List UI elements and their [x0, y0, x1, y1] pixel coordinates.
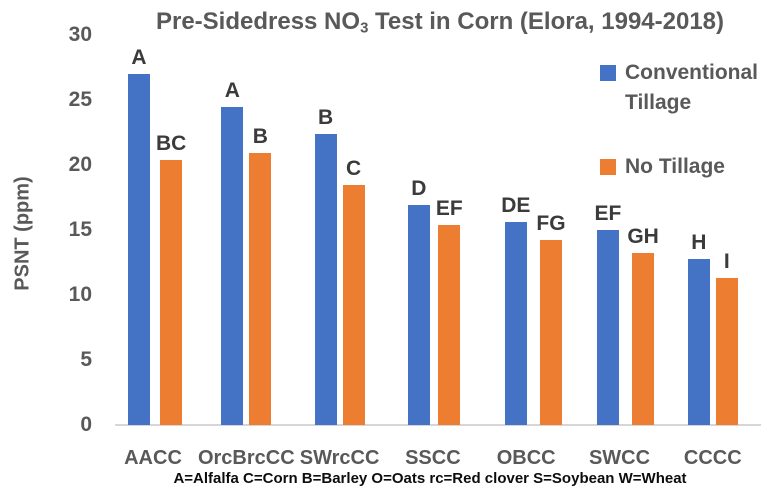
bar-group-SWCC: EF GH: [595, 203, 659, 425]
bar-column: C: [342, 156, 365, 425]
x-category-label-SSCC: SSCC: [405, 447, 461, 469]
bar-column: A: [128, 47, 150, 425]
legend-item-no-tillage: No Tillage: [600, 152, 775, 182]
x-category-label-AACC: AACC: [124, 447, 182, 469]
bar-column: A: [221, 78, 244, 425]
bar-no-tillage-SWCC: [632, 253, 655, 425]
chart-title-subscript: 3: [360, 20, 369, 37]
x-category-label-OBCC: OBCC: [496, 447, 556, 469]
significance-label: DE: [501, 194, 531, 218]
y-tick-label: 25: [68, 88, 92, 111]
legend-swatch-conventional-icon: [600, 65, 616, 81]
significance-label: H: [691, 230, 707, 254]
y-tick-label: 20: [68, 153, 92, 176]
bar-column: EF: [594, 202, 622, 425]
bar-no-tillage-OrcBrcCC: [249, 153, 272, 425]
significance-label: GH: [627, 225, 659, 249]
legend-swatch-no-tillage-icon: [600, 159, 616, 175]
chart-title: Pre-Sidedress NO3 Test in Corn (Elora, 1…: [110, 8, 770, 37]
significance-label: I: [723, 250, 730, 274]
significance-label: FG: [536, 212, 566, 236]
x-category-label-OrcBrcCC: OrcBrcCC: [197, 447, 295, 469]
significance-label: B: [252, 125, 268, 149]
bar-column: GH: [627, 226, 659, 425]
bar-column: H: [687, 230, 710, 425]
legend-item-conventional-tillage: Conventional Tillage: [600, 58, 775, 118]
bar-conventional-tillage-CCCC: [687, 258, 710, 425]
chart-title-prefix: Pre-Sidedress NO: [155, 8, 361, 35]
significance-label: B: [318, 105, 334, 129]
bar-no-tillage-AACC: [160, 159, 183, 425]
bar-column: FG: [536, 212, 566, 425]
bar-group-SSCC: D EF: [407, 177, 463, 425]
bar-group-AACC: A BC: [128, 47, 186, 425]
bar-no-tillage-CCCC: [715, 278, 738, 425]
bar-column: D: [407, 177, 430, 425]
significance-label: D: [411, 177, 427, 201]
legend-label-conventional: Conventional Tillage: [625, 61, 759, 114]
y-tick-label: 30: [68, 23, 92, 46]
bar-column: I: [715, 250, 738, 425]
legend-label-no-tillage: No Tillage: [625, 155, 725, 178]
bar-group-OBCC: DE FG: [501, 195, 566, 425]
bar-conventional-tillage-SSCC: [407, 205, 430, 425]
y-tick-label: 5: [80, 348, 92, 371]
bar-conventional-tillage-OrcBrcCC: [221, 106, 244, 425]
significance-label: A: [224, 78, 240, 102]
legend: Conventional Tillage No Tillage: [600, 58, 775, 216]
bar-column: B: [249, 125, 272, 425]
x-axis-line: [115, 424, 761, 426]
y-tick-label: 15: [68, 218, 92, 241]
x-category-label-SWrcCC: SWrcCC: [299, 447, 380, 469]
y-tick-label: 0: [80, 413, 92, 436]
bar-conventional-tillage-OBCC: [504, 222, 527, 425]
significance-label: EF: [594, 202, 622, 225]
significance-label: BC: [156, 131, 187, 155]
bar-no-tillage-SSCC: [438, 224, 461, 425]
chart-title-suffix: Test in Corn (Elora, 1994-2018): [368, 8, 725, 35]
bar-column: B: [314, 105, 337, 425]
bar-conventional-tillage-SWrcCC: [314, 133, 337, 425]
bar-no-tillage-SWrcCC: [342, 184, 365, 425]
plot-area: A BC A B B C D EF DE FG EF GH H I: [115, 35, 761, 426]
bar-column: BC: [156, 131, 187, 425]
y-tick-label: 10: [68, 283, 92, 306]
footnote: A=Alfalfa C=Corn B=Barley O=Oats rc=Red …: [173, 470, 687, 487]
bar-column: EF: [435, 196, 463, 425]
x-category-label-SWCC: SWCC: [588, 447, 651, 469]
bar-column: DE: [501, 195, 530, 425]
bar-conventional-tillage-SWCC: [596, 230, 619, 425]
significance-label: A: [131, 46, 147, 69]
significance-label: EF: [435, 196, 463, 220]
bar-no-tillage-OBCC: [539, 240, 562, 425]
x-category-label-CCCC: CCCC: [683, 447, 742, 469]
bar-conventional-tillage-AACC: [128, 74, 150, 425]
significance-label: C: [346, 156, 362, 180]
